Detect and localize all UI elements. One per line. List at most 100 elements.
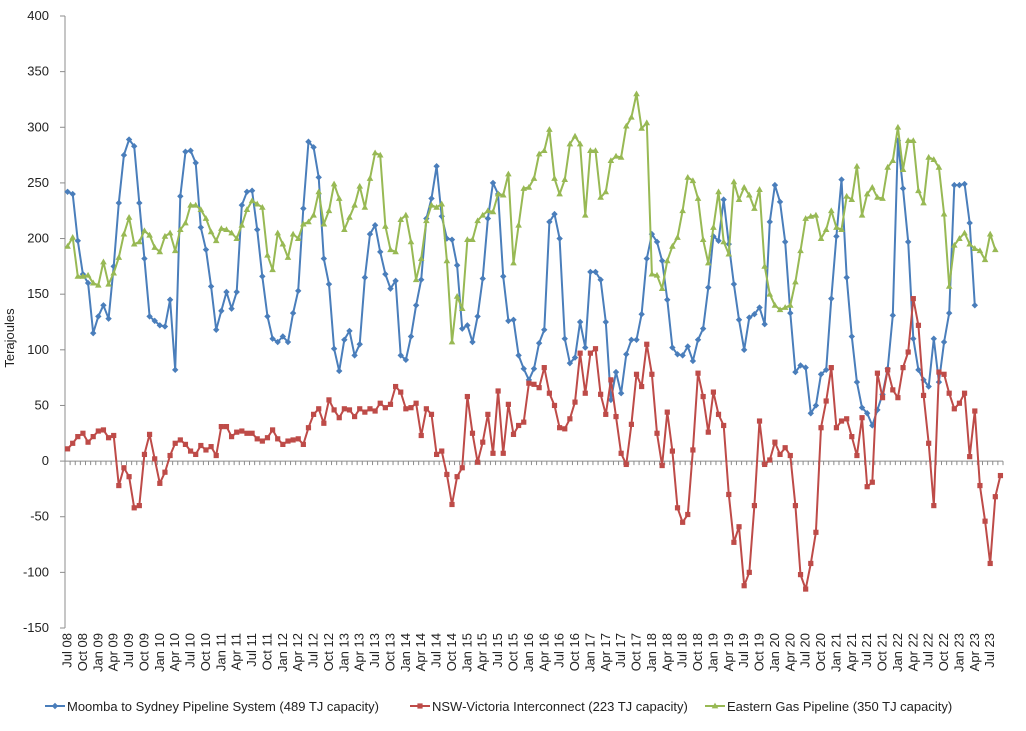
- data-point: [571, 354, 579, 361]
- data-point: [193, 451, 199, 458]
- data-point: [623, 461, 629, 468]
- data-point: [926, 440, 932, 446]
- data-point: [879, 395, 886, 401]
- data-point: [782, 445, 788, 451]
- data-point: [352, 413, 358, 420]
- data-point: [474, 217, 481, 224]
- x-tick-label: Oct 13: [382, 633, 397, 671]
- y-tick-label: -100: [23, 564, 49, 579]
- data-point: [326, 397, 332, 403]
- data-point: [797, 362, 804, 369]
- data-point: [684, 173, 692, 180]
- data-point: [243, 206, 251, 213]
- data-point: [561, 176, 569, 182]
- data-point: [797, 247, 804, 254]
- data-point: [853, 162, 861, 169]
- data-point: [407, 238, 415, 245]
- y-tick-label: -50: [30, 509, 49, 524]
- data-point: [843, 274, 850, 281]
- legend-label: NSW-Victoria Interconnect (223 TJ capaci…: [432, 699, 688, 714]
- data-point: [443, 257, 451, 264]
- data-point: [726, 491, 732, 498]
- data-point: [85, 439, 91, 445]
- data-point: [674, 505, 681, 511]
- data-point: [423, 217, 430, 224]
- data-point: [182, 148, 189, 155]
- data-point: [961, 180, 968, 188]
- data-point: [367, 406, 373, 412]
- data-point: [556, 190, 563, 197]
- data-point: [290, 437, 296, 443]
- data-point: [393, 383, 399, 390]
- x-tick-label: Apr 12: [290, 633, 305, 671]
- data-point: [972, 408, 978, 414]
- data-point: [408, 405, 414, 411]
- data-point: [177, 437, 183, 443]
- data-point: [171, 247, 179, 254]
- data-point: [741, 583, 747, 589]
- x-tick-label: Apr 15: [475, 633, 490, 671]
- x-tick-label: Apr 17: [598, 633, 613, 671]
- data-point: [516, 422, 522, 429]
- x-tick-label: Apr 10: [167, 633, 182, 671]
- legend-entry: Moomba to Sydney Pipeline System (489 TJ…: [45, 699, 379, 714]
- data-point: [459, 465, 465, 471]
- data-point: [331, 407, 337, 413]
- data-point: [971, 302, 979, 309]
- y-tick-label: -150: [23, 620, 49, 635]
- y-tick-label: 100: [27, 342, 49, 357]
- data-point: [945, 282, 953, 289]
- data-point: [300, 205, 307, 212]
- data-point: [792, 368, 799, 376]
- data-point: [464, 322, 471, 329]
- data-point: [848, 333, 855, 340]
- data-point: [269, 427, 276, 433]
- data-point: [444, 471, 450, 478]
- y-axis-ticks: -150 -100 -50 0 50 100 150 200 250 300 350 400: [23, 8, 65, 635]
- data-point: [284, 338, 292, 346]
- data-point: [289, 230, 297, 237]
- data-point: [192, 159, 199, 167]
- data-point: [828, 295, 835, 302]
- data-point: [951, 241, 958, 248]
- data-point: [392, 277, 399, 285]
- data-point: [704, 259, 712, 266]
- data-point: [930, 335, 938, 342]
- data-point: [597, 193, 604, 200]
- data-point: [489, 208, 497, 215]
- data-point: [182, 219, 189, 226]
- data-point: [576, 140, 584, 147]
- data-point: [849, 434, 855, 440]
- data-point: [879, 195, 886, 201]
- data-point: [264, 435, 271, 441]
- data-point: [613, 413, 619, 420]
- data-point: [382, 222, 389, 229]
- data-point: [705, 429, 711, 435]
- x-tick-label: Oct 10: [198, 633, 213, 671]
- data-point: [622, 122, 630, 129]
- data-point: [833, 224, 840, 230]
- data-point: [777, 451, 783, 458]
- data-point: [254, 226, 261, 233]
- data-point: [397, 352, 404, 359]
- data-point: [439, 448, 445, 454]
- data-point: [515, 221, 522, 228]
- data-point: [992, 494, 998, 500]
- data-point: [475, 459, 481, 465]
- data-point: [387, 246, 394, 253]
- data-point: [74, 237, 82, 244]
- data-point: [653, 271, 661, 278]
- data-point: [295, 436, 301, 442]
- data-point: [664, 296, 671, 303]
- data-point: [935, 163, 943, 170]
- data-point: [376, 151, 384, 158]
- data-point: [874, 370, 881, 376]
- data-point: [833, 233, 840, 240]
- data-point: [710, 389, 716, 395]
- data-point: [792, 278, 799, 285]
- data-point: [300, 441, 306, 447]
- x-tick-label: Jan 14: [398, 633, 413, 672]
- data-point: [285, 438, 291, 444]
- data-point: [874, 193, 881, 200]
- x-tick-label: Oct 22: [936, 633, 951, 671]
